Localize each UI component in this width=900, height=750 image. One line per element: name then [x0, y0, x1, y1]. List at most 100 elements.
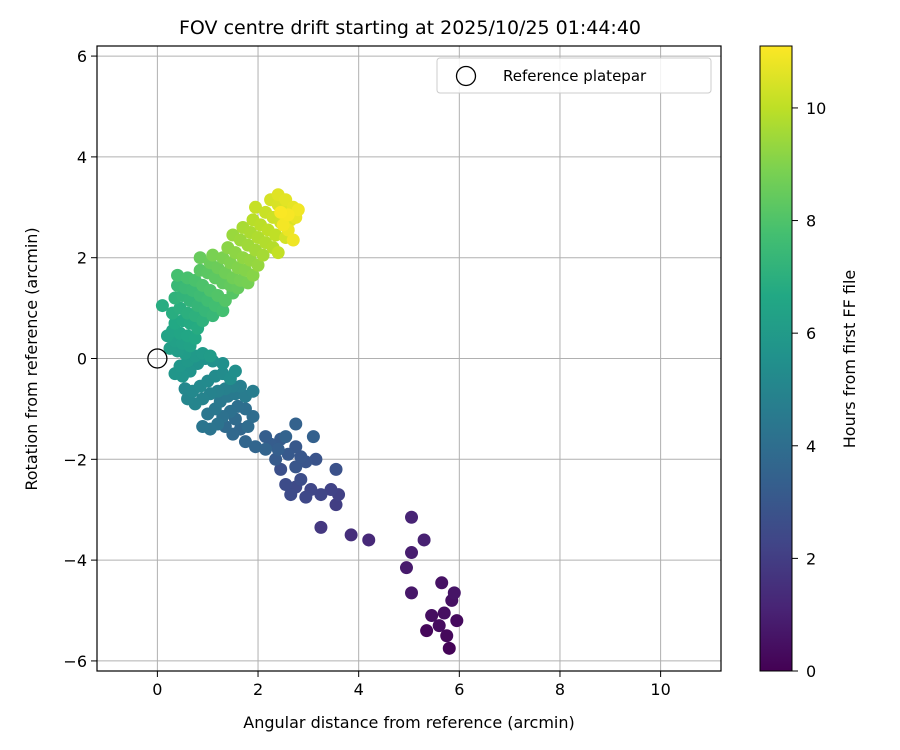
x-axis-ticks: 0 2 4 6 8 10: [152, 671, 671, 699]
data-point: [269, 452, 283, 466]
y-tick-label: −2: [63, 450, 87, 469]
y-tick-label: 6: [77, 47, 87, 66]
colorbar: [759, 45, 793, 672]
data-point: [329, 498, 343, 512]
x-tick-label: 8: [555, 680, 565, 699]
colorbar-tick-label: 4: [806, 437, 816, 456]
data-point: [440, 629, 454, 643]
legend-box: [436, 57, 712, 94]
data-point: [435, 576, 449, 590]
colorbar-tick-label: 2: [806, 549, 816, 568]
data-point: [425, 609, 439, 623]
data-point: [294, 450, 308, 464]
data-point: [279, 478, 293, 492]
data-point: [216, 357, 230, 371]
data-point: [289, 417, 303, 431]
data-point: [228, 364, 242, 378]
data-point: [171, 268, 185, 282]
data-point: [241, 420, 255, 434]
data-point: [362, 533, 376, 547]
data-point: [405, 586, 419, 600]
data-point: [314, 488, 328, 502]
data-point: [276, 218, 290, 232]
data-point: [274, 205, 288, 219]
data-point: [289, 460, 303, 474]
data-point: [306, 430, 320, 444]
data-point: [417, 533, 431, 547]
x-tick-label: 2: [253, 680, 263, 699]
data-point: [216, 304, 230, 318]
data-point: [324, 483, 338, 497]
x-axis-label: Angular distance from reference (arcmin): [243, 713, 574, 732]
y-tick-label: 0: [77, 350, 87, 369]
colorbar-ticks: 0 2 4 6 8 10: [792, 99, 826, 681]
data-point: [291, 203, 305, 217]
reference-platepar-marker: [147, 348, 168, 369]
y-tick-label: −6: [63, 652, 87, 671]
data-point: [274, 462, 288, 476]
y-tick-label: 4: [77, 148, 87, 167]
y-tick-label: −4: [63, 551, 87, 570]
data-point: [238, 435, 252, 449]
legend-label: Reference platepar: [503, 67, 647, 85]
reference-marker-group: [147, 348, 168, 369]
legend-reference-icon: [455, 65, 477, 87]
data-point: [432, 619, 446, 633]
scatter-points: [155, 188, 464, 655]
data-point: [193, 251, 207, 265]
data-point: [196, 420, 210, 434]
data-point: [329, 462, 343, 476]
data-point: [259, 442, 273, 456]
data-point: [246, 384, 260, 398]
colorbar-tick-label: 10: [806, 99, 826, 118]
data-point: [206, 309, 220, 323]
data-point: [286, 233, 300, 247]
chart-title: FOV centre drift starting at 2025/10/25 …: [179, 17, 641, 39]
colorbar-tick-label: 8: [806, 212, 816, 231]
data-point: [309, 452, 323, 466]
data-point: [279, 430, 293, 444]
data-point: [249, 440, 263, 454]
data-point: [344, 528, 358, 542]
data-point: [206, 248, 220, 262]
data-point: [271, 442, 285, 456]
data-point: [405, 510, 419, 524]
data-point: [405, 546, 419, 560]
data-point: [246, 268, 260, 282]
data-point: [447, 586, 461, 600]
data-point: [399, 561, 413, 575]
data-point: [188, 331, 202, 345]
data-point: [294, 472, 308, 486]
data-point: [314, 520, 328, 534]
data-point: [271, 246, 285, 260]
data-point: [249, 200, 263, 214]
data-point: [420, 624, 434, 638]
data-point: [155, 299, 169, 313]
x-tick-label: 6: [454, 680, 464, 699]
data-point: [442, 641, 456, 655]
legend: Reference platepar: [436, 57, 712, 94]
data-point: [437, 606, 451, 620]
y-axis-label: Rotation from reference (arcmin): [22, 227, 41, 490]
data-point: [450, 614, 464, 628]
data-point: [284, 488, 298, 502]
data-point: [203, 349, 217, 363]
x-tick-label: 10: [650, 680, 670, 699]
data-point: [251, 258, 265, 272]
colorbar-label: Hours from first FF file: [840, 270, 859, 449]
x-tick-label: 0: [152, 680, 162, 699]
data-point: [299, 490, 313, 504]
colorbar-tick-label: 6: [806, 324, 816, 343]
data-point: [196, 314, 210, 328]
x-tick-label: 4: [354, 680, 364, 699]
y-axis-ticks: −6 −4 −2 0 2 4 6: [63, 47, 97, 671]
grid: [97, 46, 721, 671]
colorbar-tick-label: 0: [806, 662, 816, 681]
data-point: [256, 248, 270, 262]
y-tick-label: 2: [77, 249, 87, 268]
data-point: [269, 228, 283, 242]
data-point: [281, 447, 295, 461]
data-point: [259, 430, 273, 444]
